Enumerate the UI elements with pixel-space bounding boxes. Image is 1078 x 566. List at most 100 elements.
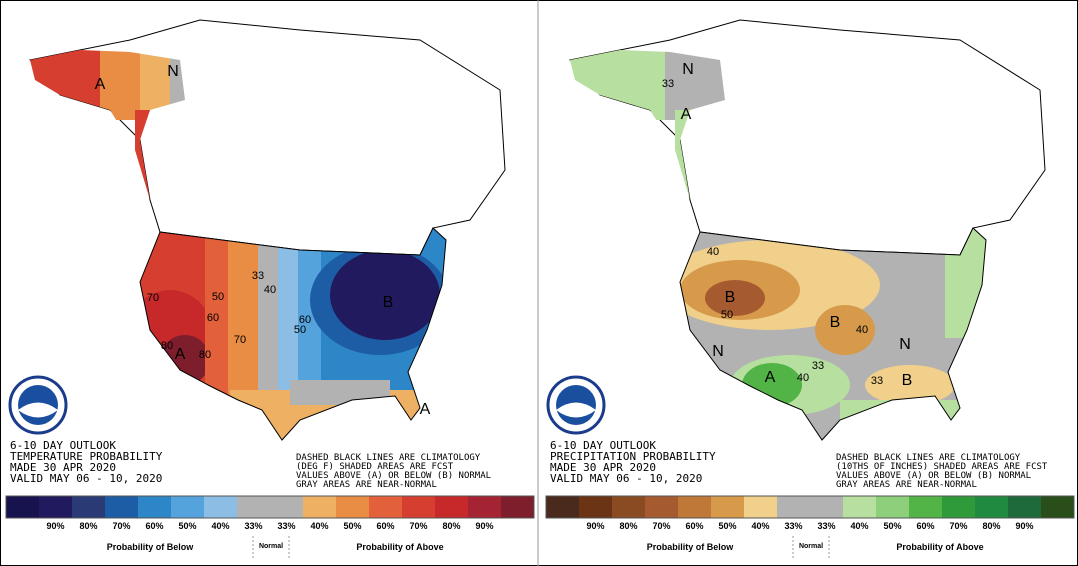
legend-above-label: Probability of Above — [896, 542, 983, 552]
legend-swatch — [336, 496, 370, 518]
outlook-note: GRAY AREAS ARE NEAR-NORMAL — [836, 480, 977, 490]
map-label: A — [681, 106, 692, 123]
legend-tick: 33% — [244, 521, 262, 531]
map-label: 33 — [812, 360, 824, 372]
legend-tick: 40% — [310, 521, 328, 531]
legend-swatch — [369, 496, 403, 518]
legend-swatch — [711, 496, 745, 518]
map-label: 40 — [707, 246, 719, 258]
legend-tick: 33% — [817, 521, 835, 531]
legend-tick: 50% — [343, 521, 361, 531]
legend-swatch — [270, 496, 304, 518]
legend-above-label: Probability of Above — [356, 542, 443, 552]
legend-normal-label: Normal — [799, 543, 823, 550]
map-label: B — [830, 314, 841, 331]
legend-swatch — [942, 496, 976, 518]
map-label: 40 — [797, 372, 809, 384]
legend-tick: 33% — [784, 521, 802, 531]
map-label: A — [95, 76, 106, 93]
legend-tick: 60% — [145, 521, 163, 531]
legend-tick: 90% — [475, 521, 493, 531]
legend-tick: 60% — [376, 521, 394, 531]
map-label: 50 — [294, 324, 306, 336]
outlook-note: DASHED BLACK LINES ARE CLIMATOLOGY — [296, 453, 481, 463]
legend-tick: 50% — [178, 521, 196, 531]
map-label: 70 — [147, 292, 159, 304]
map-label: B — [725, 289, 736, 306]
legend-swatch — [237, 496, 271, 518]
legend-border — [545, 495, 1075, 519]
outlook-note: VALUES ABOVE (A) OR BELOW (B) NORMAL — [296, 471, 491, 481]
map-label: A — [765, 369, 776, 386]
legend-swatch — [876, 496, 910, 518]
map-label: N — [899, 336, 911, 353]
precipitation-map — [569, 19, 1046, 441]
legend-tick: 70% — [409, 521, 427, 531]
map-label: 50 — [721, 309, 733, 321]
outlook-note: VALUES ABOVE (A) OR BELOW (B) NORMAL — [836, 471, 1031, 481]
outlook-title: TEMPERATURE PROBABILITY — [10, 450, 163, 463]
legend-swatch — [435, 496, 469, 518]
map-label: B — [902, 372, 913, 389]
legend-swatch — [843, 496, 877, 518]
map-label: 33 — [252, 270, 264, 282]
legend-tick: 80% — [982, 521, 1000, 531]
legend-tick: 70% — [652, 521, 670, 531]
map-label: 40 — [856, 324, 868, 336]
outlook-title: PRECIPITATION PROBABILITY — [550, 450, 716, 463]
outlook-title: 6-10 DAY OUTLOOK — [10, 439, 116, 452]
legend-swatch — [1041, 496, 1075, 518]
legend-swatch — [546, 496, 580, 518]
map-label: N — [682, 61, 694, 78]
map-label: 70 — [234, 334, 246, 346]
legend-swatch — [402, 496, 436, 518]
legend-swatch — [645, 496, 679, 518]
legend-swatch — [975, 496, 1009, 518]
legend-tick: 80% — [619, 521, 637, 531]
map-label: 80 — [161, 340, 173, 352]
legend-swatch — [579, 496, 613, 518]
legend-tick: 50% — [883, 521, 901, 531]
legend-swatch — [678, 496, 712, 518]
outlook-title: VALID MAY 06 - 10, 2020 — [10, 472, 162, 485]
map-label: 80 — [199, 349, 211, 361]
outlook-title: VALID MAY 06 - 10, 2020 — [550, 472, 702, 485]
outlook-note: (DEG F) SHADED AREAS ARE FCST — [296, 462, 454, 472]
legend-below-label: Probability of Below — [107, 542, 195, 552]
outlook-title: MADE 30 APR 2020 — [10, 461, 116, 474]
temperature-map — [29, 19, 506, 441]
legend-tick: 80% — [442, 521, 460, 531]
legend-tick: 90% — [46, 521, 64, 531]
legend-border — [5, 495, 535, 519]
legend-tick: 70% — [949, 521, 967, 531]
map-label: B — [383, 294, 394, 311]
us-outline — [139, 227, 447, 441]
legend-tick: 90% — [586, 521, 604, 531]
legend-swatch — [105, 496, 139, 518]
legend-swatch — [171, 496, 205, 518]
legend-swatch — [6, 496, 40, 518]
legend-tick: 50% — [718, 521, 736, 531]
outlook-note: (10THS OF INCHES) SHADED AREAS ARE FCST — [836, 462, 1048, 472]
legend-swatch — [501, 496, 535, 518]
legend-swatch — [1008, 496, 1042, 518]
legend-swatch — [612, 496, 646, 518]
outlook-note: DASHED BLACK LINES ARE CLIMATOLOGY — [836, 453, 1021, 463]
legend-swatch — [138, 496, 172, 518]
legend-swatch — [777, 496, 811, 518]
map-label: A — [420, 401, 431, 418]
map-label: 60 — [299, 314, 311, 326]
map-label: 50 — [212, 291, 224, 303]
legend-tick: 60% — [916, 521, 934, 531]
legend-tick: 40% — [751, 521, 769, 531]
outlook-title: 6-10 DAY OUTLOOK — [550, 439, 656, 452]
legend-swatch — [810, 496, 844, 518]
outlook-note: GRAY AREAS ARE NEAR-NORMAL — [296, 480, 437, 490]
legend-tick: 33% — [277, 521, 295, 531]
noaa-logo — [8, 375, 68, 435]
legend-tick: 90% — [1015, 521, 1033, 531]
noaa-logo — [546, 375, 606, 435]
legend-tick: 40% — [211, 521, 229, 531]
map-label: 60 — [207, 312, 219, 324]
